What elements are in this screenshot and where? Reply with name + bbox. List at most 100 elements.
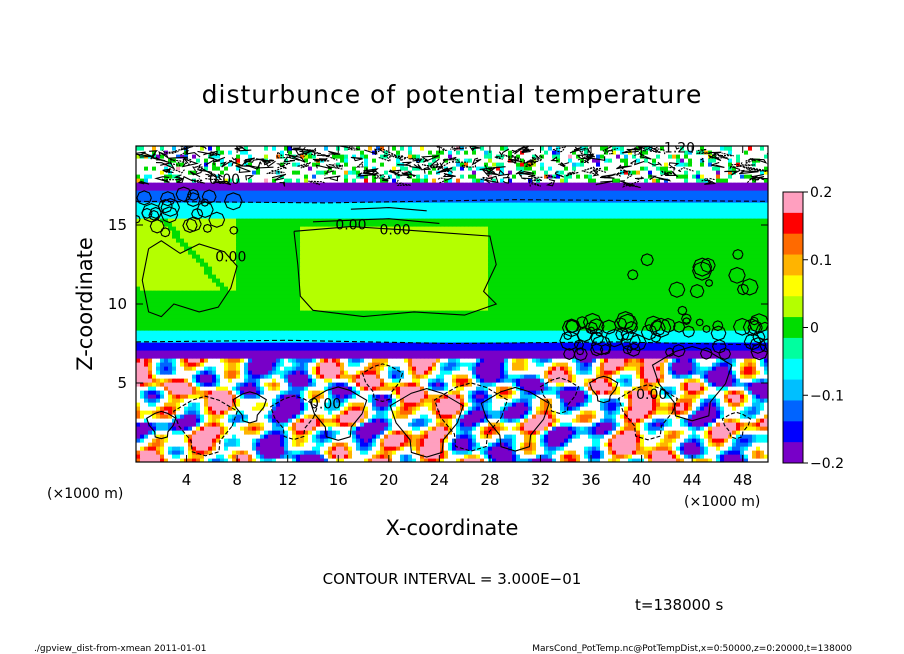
field-cell [192,454,197,459]
field-cell [488,358,493,363]
field-cell [460,350,465,355]
field-cell [564,434,569,439]
field-cell [556,422,561,427]
field-cell [708,390,713,395]
field-cell [704,390,709,395]
field-cell [508,350,513,355]
field-cell [444,402,449,407]
field-cell [512,378,517,383]
field-cell [648,374,653,379]
field-cell [740,446,745,451]
field-cell [604,430,609,435]
field-cell [228,398,233,403]
field-cell [428,430,433,435]
field-cell [224,442,229,447]
field-cell [524,354,529,359]
field-cell [412,346,417,351]
field-cell [476,410,481,415]
field-cell [392,350,397,355]
field-cell [292,454,297,459]
field-cell [144,402,149,407]
field-cell [596,454,601,459]
field-cell [180,350,185,355]
field-cell [576,378,581,383]
field-cell [556,450,561,455]
field-cell [372,350,377,355]
field-cell [596,418,601,423]
field-cell [344,366,349,371]
field-cell [316,354,321,359]
field-cell [432,406,437,411]
field-cell [388,450,393,455]
field-cell [364,394,369,399]
field-cell [760,378,765,383]
field-cell [380,378,385,383]
field-cell [736,370,741,375]
field-cell [440,402,445,407]
field-cell [524,378,529,383]
field-cell [576,366,581,371]
field-cell [720,410,725,415]
field-cell [288,450,293,455]
field-cell [336,342,341,347]
field-cell [392,358,397,363]
field-cell [208,442,213,447]
field-cell [208,406,213,411]
field-cell [156,414,161,419]
field-cell [564,414,569,419]
field-cell [304,350,309,355]
field-cell [744,434,749,439]
field-cell [388,414,393,419]
field-cell [212,354,217,359]
field-cell [396,446,401,451]
field-cell [308,446,313,451]
field-cell [484,366,489,371]
field-cell [652,450,657,455]
field-cell [744,366,749,371]
field-cell [688,430,693,435]
field-cell [400,418,405,423]
field-cell [496,366,501,371]
field-cell [200,386,205,391]
field-cell [636,442,641,447]
field-cell [572,362,577,367]
field-cell [488,362,493,367]
field-cell [596,366,601,371]
field-cell [336,378,341,383]
field-cell [272,398,277,403]
field-cell [204,442,209,447]
field-cell [664,378,669,383]
field-cell [644,358,649,363]
field-cell [668,358,673,363]
field-cell [280,350,285,355]
field-cell [280,386,285,391]
field-cell [464,406,469,411]
field-cell [688,350,693,355]
field-cell [192,362,197,367]
field-cell [708,386,713,391]
field-cell [360,390,365,395]
field-cell [456,354,461,359]
field-cell [204,406,209,411]
field-cell [424,354,429,359]
field-cell [684,398,689,403]
field-cell [456,346,461,351]
field-cell [196,370,201,375]
field-cell [736,382,741,387]
field-cell [304,402,309,407]
field-cell [684,374,689,379]
field-cell [480,346,485,351]
field-cell [288,414,293,419]
field-cell [240,446,245,451]
field-cell [664,434,669,439]
field-cell [308,362,313,367]
field-cell [344,346,349,351]
field-cell [468,406,473,411]
field-cell [236,374,241,379]
field-cell [252,394,257,399]
field-cell [656,350,661,355]
field-cell [240,454,245,459]
field-cell [628,382,633,387]
field-cell [420,334,425,339]
field-cell [172,386,177,391]
